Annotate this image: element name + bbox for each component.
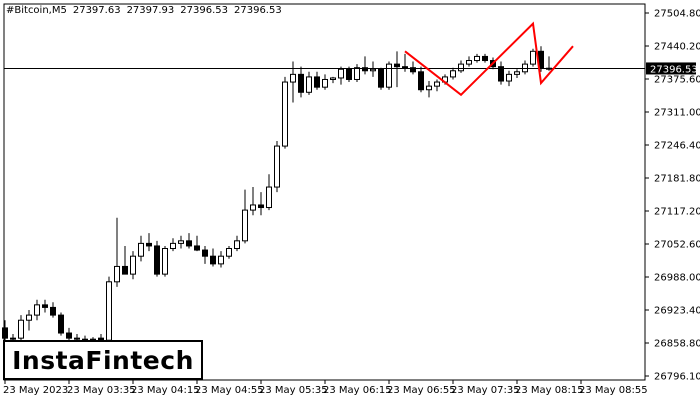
x-tick-label: 23 May 04:55 <box>195 385 264 396</box>
candle-bull <box>18 319 24 339</box>
candle-bear <box>498 66 504 82</box>
candle-bear <box>50 306 56 316</box>
y-tick-label: 26988.00 <box>654 273 700 284</box>
candle-bull <box>34 304 40 316</box>
candle-bull <box>506 73 512 82</box>
candle-bull <box>226 248 232 257</box>
candle-bull <box>306 76 312 93</box>
candle-bull <box>370 68 376 72</box>
candle-bear <box>362 67 368 72</box>
candle-bear <box>402 66 408 69</box>
y-tick-label: 27440.20 <box>654 42 700 53</box>
x-tick-label: 23 May 05:35 <box>259 385 328 396</box>
candle-bear <box>194 245 200 251</box>
y-tick-label: 27311.00 <box>654 108 700 119</box>
candle-bull <box>266 186 272 209</box>
y-tick-label: 26858.80 <box>654 339 700 350</box>
candle-bear <box>394 63 400 68</box>
candle-bear <box>146 242 152 247</box>
candle-bull <box>162 248 168 275</box>
candle-bull <box>466 60 472 65</box>
x-tick-label: 23 May 04:15 <box>131 385 200 396</box>
x-tick-label: 23 May 07:35 <box>451 385 520 396</box>
candle-bear <box>2 327 8 339</box>
y-tick-label: 27504.80 <box>654 9 700 20</box>
candle-bear <box>482 55 488 62</box>
candle-bear <box>202 249 208 257</box>
y-tick-label: 27117.20 <box>654 207 700 218</box>
ohlc-high: 27397.93 <box>126 5 175 16</box>
y-tick-label: 27181.80 <box>654 174 700 185</box>
x-tick-label: 23 May 2023 <box>3 385 68 396</box>
candle-bull <box>458 63 464 72</box>
candle-bear <box>258 204 264 209</box>
candle-bull <box>138 242 144 257</box>
candle-bear <box>58 314 64 334</box>
current-price-label: 27396.53 <box>650 64 698 75</box>
candle-bull <box>330 77 336 80</box>
candle-bull <box>114 265 120 283</box>
candle-bull <box>354 67 360 80</box>
candle-bull <box>434 81 440 87</box>
y-tick-label: 26796.10 <box>654 372 700 383</box>
candle-bear <box>410 67 416 73</box>
ohlc-low: 27396.53 <box>180 5 228 16</box>
candle-bear <box>210 255 216 265</box>
candle-bull <box>274 145 280 188</box>
ohlc-open: 27397.63 <box>72 5 121 16</box>
candle-bull <box>450 70 456 78</box>
candle-bull <box>322 78 328 88</box>
candle-bear <box>314 76 320 88</box>
candle-bull <box>514 71 520 75</box>
candle-bull <box>282 81 288 147</box>
candle-bull <box>130 255 136 275</box>
candle-bear <box>298 73 304 93</box>
candle-bull <box>178 240 184 244</box>
candle-bull <box>474 55 480 62</box>
candle-bear <box>418 71 424 91</box>
triple-top-pattern-line <box>404 21 574 97</box>
y-tick-label: 26923.40 <box>654 306 700 317</box>
candle-bear <box>346 68 352 80</box>
candle-bull <box>530 50 536 65</box>
x-tick-label: 23 May 08:55 <box>579 385 648 396</box>
candle-bear <box>378 68 384 88</box>
candle-bull <box>74 337 80 340</box>
x-tick-label: 23 May 03:35 <box>67 385 136 396</box>
candle-bull <box>290 73 296 83</box>
symbol-label: #Bitcoin,M5 <box>6 5 67 16</box>
candle-bear <box>186 240 192 247</box>
candle-bull <box>338 68 344 79</box>
x-tick-label: 23 May 06:55 <box>387 385 456 396</box>
candle-bear <box>66 332 72 339</box>
candle-bull <box>218 255 224 265</box>
candle-bear <box>42 304 48 308</box>
candle-bull <box>250 204 256 211</box>
y-tick-label: 27246.40 <box>654 141 700 152</box>
current-price-badge <box>646 62 696 75</box>
candle-bull <box>386 63 392 88</box>
candle-bull <box>242 209 248 242</box>
instafintech-logo: InstaFintech <box>3 340 203 380</box>
y-tick-label: 27375.60 <box>654 75 700 86</box>
candle-bull <box>426 85 432 91</box>
x-tick-label: 23 May 08:15 <box>515 385 584 396</box>
x-tick-label: 23 May 06:15 <box>323 385 392 396</box>
candle-bear <box>10 337 16 340</box>
candle-bull <box>234 240 240 250</box>
candle-bull <box>106 281 112 341</box>
chart-header: #Bitcoin,M5 27397.63 27397.93 27396.53 27396… <box>6 5 288 16</box>
ohlc-close: 27396.53 <box>234 5 282 16</box>
y-tick-label: 27052.60 <box>654 240 700 251</box>
candle-bear <box>154 245 160 275</box>
candle-bull <box>26 314 32 321</box>
candle-bear <box>122 265 128 275</box>
candle-bull <box>170 242 176 250</box>
